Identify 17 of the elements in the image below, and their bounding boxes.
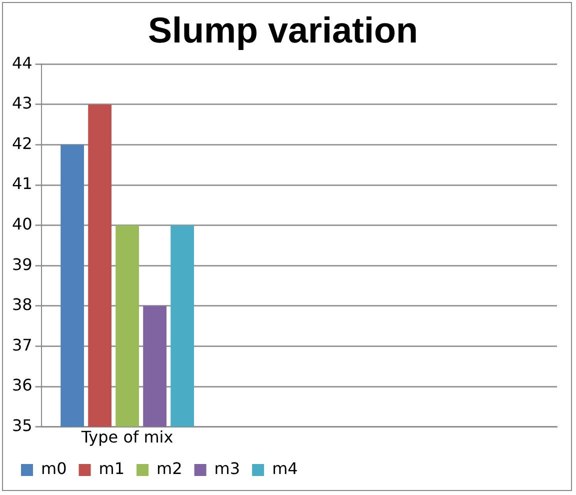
legend-label: m2	[156, 459, 182, 478]
y-tick-label: 44	[12, 53, 32, 72]
y-tick-label: 43	[12, 94, 32, 113]
y-tick-label: 40	[12, 214, 32, 234]
y-tick-label: 38	[12, 295, 32, 314]
y-tick-label: 41	[12, 174, 32, 194]
legend-label: m3	[214, 459, 240, 478]
x-tick-label: Type of mix	[80, 428, 174, 447]
legend-label: m4	[272, 459, 298, 478]
y-tick-label: 36	[12, 376, 32, 395]
legend-label: m1	[98, 459, 125, 478]
chart-title: Slump variation	[148, 10, 418, 51]
y-tick-label: 42	[12, 134, 32, 153]
y-tick-label: 35	[12, 416, 32, 435]
legend-label: m0	[41, 459, 67, 478]
y-tick-label: 39	[12, 254, 32, 274]
y-tick-label: 37	[12, 335, 32, 354]
